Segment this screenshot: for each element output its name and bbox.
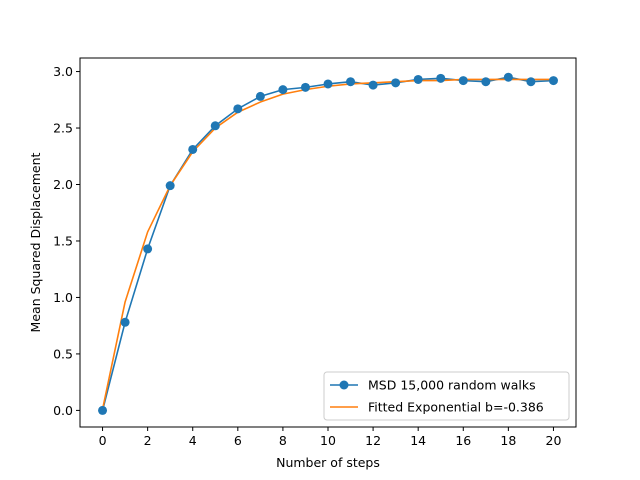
x-tick-label: 10	[320, 433, 336, 448]
legend-marker-msd	[339, 380, 349, 390]
data-point	[503, 72, 513, 82]
data-point	[346, 77, 356, 87]
data-point	[278, 85, 288, 95]
y-axis: 0.0 0.5 1.0 1.5 2.0 2.5 3.0	[53, 64, 80, 418]
data-point	[120, 317, 130, 327]
x-axis-label: Number of steps	[276, 455, 380, 470]
data-point	[143, 244, 153, 254]
x-tick-label: 4	[189, 433, 197, 448]
x-tick-label: 2	[144, 433, 152, 448]
x-tick-label: 18	[500, 433, 516, 448]
y-tick-label: 1.5	[53, 233, 73, 248]
data-point	[391, 78, 401, 88]
data-point	[255, 91, 265, 101]
y-tick-label: 0.0	[53, 403, 73, 418]
x-tick-label: 14	[410, 433, 426, 448]
data-point	[300, 82, 310, 92]
y-tick-label: 3.0	[53, 64, 73, 79]
x-tick-label: 8	[279, 433, 287, 448]
data-point	[413, 74, 423, 84]
plot-markers	[98, 72, 558, 415]
data-point	[481, 77, 491, 87]
x-tick-label: 16	[455, 433, 471, 448]
x-tick-label: 12	[365, 433, 381, 448]
data-point	[323, 79, 333, 89]
data-point	[458, 76, 468, 86]
legend-label-msd: MSD 15,000 random walks	[368, 378, 536, 393]
x-axis: 0 2 4 6 8 10 12 14 16 18 20	[99, 427, 562, 448]
data-point	[210, 121, 220, 131]
x-tick-label: 0	[99, 433, 107, 448]
data-point	[436, 73, 446, 83]
y-tick-label: 2.5	[53, 121, 73, 136]
data-point	[368, 80, 378, 90]
x-tick-label: 20	[546, 433, 562, 448]
data-point	[98, 405, 108, 415]
legend-box	[323, 371, 570, 421]
data-point	[188, 144, 198, 154]
data-point	[526, 77, 536, 87]
y-tick-label: 1.0	[53, 290, 73, 305]
data-point	[548, 76, 558, 86]
legend: MSD 15,000 random walks Fitted Exponenti…	[323, 371, 570, 421]
y-tick-label: 0.5	[53, 346, 73, 361]
data-point	[165, 181, 175, 191]
x-tick-label: 6	[234, 433, 242, 448]
y-axis-label: Mean Squared Displacement	[28, 152, 43, 332]
legend-label-fit: Fitted Exponential b=-0.386	[368, 400, 544, 415]
y-tick-label: 2.0	[53, 177, 73, 192]
data-point	[233, 104, 243, 114]
